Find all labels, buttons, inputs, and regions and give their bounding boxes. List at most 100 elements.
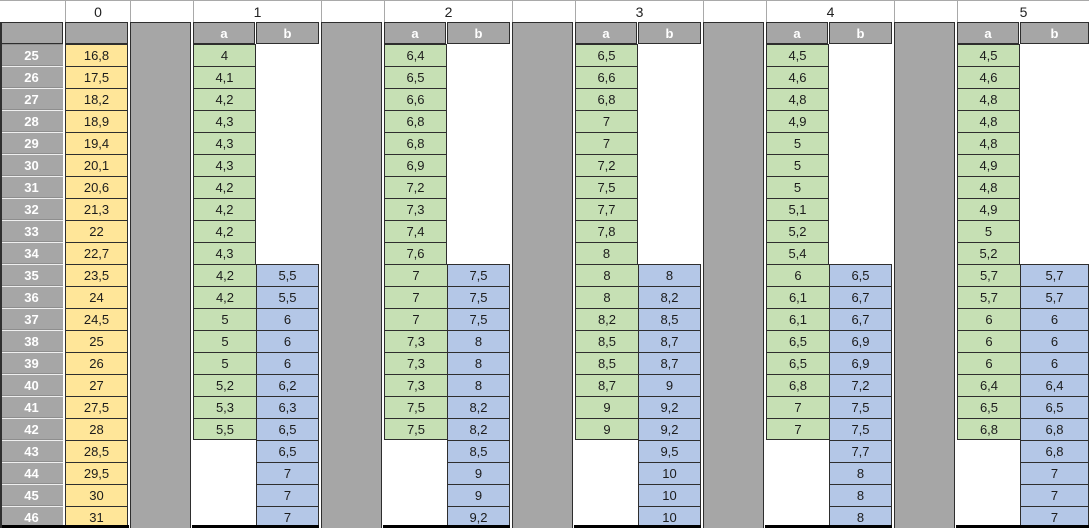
subheader-a[interactable]: a bbox=[957, 22, 1019, 44]
data-cell-a[interactable]: 6,6 bbox=[575, 66, 638, 88]
row-header-cell[interactable]: 31 bbox=[0, 176, 63, 198]
spacer-top-cell[interactable] bbox=[130, 0, 193, 22]
data-cell-a[interactable]: 5,3 bbox=[193, 396, 256, 418]
data-cell-a[interactable]: 5,7 bbox=[957, 286, 1020, 308]
data-cell-b[interactable]: 8 bbox=[829, 462, 892, 484]
data-cell-a[interactable]: 4,2 bbox=[193, 286, 256, 308]
data-cell-a[interactable]: 4,3 bbox=[193, 154, 256, 176]
col0-cell[interactable]: 18,2 bbox=[65, 88, 128, 110]
data-cell-a[interactable]: 7,2 bbox=[575, 154, 638, 176]
data-cell-b[interactable]: 9,5 bbox=[638, 440, 701, 462]
col0-cell[interactable]: 22,7 bbox=[65, 242, 128, 264]
corner-cell[interactable] bbox=[0, 0, 65, 22]
data-cell-b[interactable]: 7,7 bbox=[829, 440, 892, 462]
subheader-a[interactable]: a bbox=[384, 22, 446, 44]
data-cell-a[interactable]: 5,5 bbox=[193, 418, 256, 440]
data-cell-a[interactable]: 5 bbox=[766, 154, 829, 176]
data-cell-b[interactable]: 8,2 bbox=[638, 286, 701, 308]
col0-cell[interactable]: 28,5 bbox=[65, 440, 128, 462]
data-cell-a[interactable]: 4,8 bbox=[957, 176, 1020, 198]
data-cell-a[interactable]: 7 bbox=[766, 396, 829, 418]
subheader-a[interactable]: a bbox=[193, 22, 255, 44]
data-cell-b[interactable]: 6,5 bbox=[256, 440, 319, 462]
data-cell-a[interactable]: 6,4 bbox=[957, 374, 1020, 396]
col0-cell[interactable]: 21,3 bbox=[65, 198, 128, 220]
data-cell-a[interactable]: 6,5 bbox=[575, 44, 638, 66]
subheader-b[interactable]: b bbox=[256, 22, 319, 44]
data-cell-a[interactable]: 6,8 bbox=[766, 374, 829, 396]
col0-cell[interactable]: 27 bbox=[65, 374, 128, 396]
data-cell-b[interactable]: 6,4 bbox=[1020, 374, 1089, 396]
data-cell-b[interactable]: 6,9 bbox=[829, 330, 892, 352]
data-cell-a[interactable]: 4,2 bbox=[193, 198, 256, 220]
data-cell-a[interactable]: 6,8 bbox=[957, 418, 1020, 440]
data-cell-a[interactable]: 4,9 bbox=[957, 198, 1020, 220]
data-cell-b[interactable]: 8 bbox=[447, 330, 510, 352]
data-cell-a[interactable]: 4,8 bbox=[766, 88, 829, 110]
data-cell-a[interactable]: 4,5 bbox=[957, 44, 1020, 66]
spacer-column[interactable] bbox=[321, 22, 382, 528]
data-cell-a[interactable]: 4,5 bbox=[766, 44, 829, 66]
data-cell-a[interactable]: 7,2 bbox=[384, 176, 447, 198]
data-cell-b[interactable]: 5,7 bbox=[1020, 286, 1089, 308]
data-cell-b[interactable]: 9 bbox=[447, 462, 510, 484]
group-5-label[interactable]: 5 bbox=[957, 0, 1089, 22]
data-cell-a[interactable]: 6 bbox=[957, 308, 1020, 330]
data-cell-b[interactable]: 7,5 bbox=[829, 418, 892, 440]
spacer-top-cell[interactable] bbox=[512, 0, 575, 22]
data-cell-a[interactable]: 6,5 bbox=[957, 396, 1020, 418]
data-cell-a[interactable]: 8 bbox=[575, 242, 638, 264]
data-cell-b[interactable]: 8 bbox=[829, 484, 892, 506]
col0-cell[interactable]: 24,5 bbox=[65, 308, 128, 330]
data-cell-a[interactable]: 7,7 bbox=[575, 198, 638, 220]
data-cell-a[interactable]: 6,4 bbox=[384, 44, 447, 66]
row-header-cell[interactable]: 26 bbox=[0, 66, 63, 88]
data-cell-a[interactable]: 5,2 bbox=[957, 242, 1020, 264]
data-cell-b[interactable]: 8,5 bbox=[447, 440, 510, 462]
data-cell-a[interactable]: 7 bbox=[766, 418, 829, 440]
data-cell-a[interactable]: 6 bbox=[766, 264, 829, 286]
data-cell-a[interactable]: 6,1 bbox=[766, 308, 829, 330]
data-cell-b[interactable]: 6 bbox=[1020, 308, 1089, 330]
data-cell-a[interactable]: 4,8 bbox=[957, 132, 1020, 154]
data-cell-b[interactable]: 6,7 bbox=[829, 308, 892, 330]
data-cell-b[interactable]: 6,5 bbox=[829, 264, 892, 286]
data-cell-a[interactable]: 6,6 bbox=[384, 88, 447, 110]
data-cell-a[interactable]: 5 bbox=[193, 352, 256, 374]
data-cell-b[interactable]: 7 bbox=[1020, 462, 1089, 484]
data-cell-a[interactable]: 7,3 bbox=[384, 198, 447, 220]
data-cell-a[interactable]: 5 bbox=[193, 308, 256, 330]
col0-cell[interactable]: 29,5 bbox=[65, 462, 128, 484]
group-4-label[interactable]: 4 bbox=[766, 0, 894, 22]
data-cell-a[interactable]: 7 bbox=[575, 110, 638, 132]
data-cell-b[interactable]: 6,8 bbox=[1020, 440, 1089, 462]
data-cell-b[interactable]: 7,5 bbox=[447, 264, 510, 286]
row-header-cell[interactable]: 32 bbox=[0, 198, 63, 220]
row-header-cell[interactable]: 25 bbox=[0, 44, 63, 66]
data-cell-a[interactable]: 7,5 bbox=[384, 396, 447, 418]
data-cell-b[interactable]: 6,2 bbox=[256, 374, 319, 396]
row-header-cell[interactable]: 33 bbox=[0, 220, 63, 242]
data-cell-a[interactable]: 9 bbox=[575, 396, 638, 418]
data-cell-a[interactable]: 4,3 bbox=[193, 242, 256, 264]
data-cell-a[interactable]: 7,5 bbox=[384, 418, 447, 440]
col0-cell[interactable]: 19,4 bbox=[65, 132, 128, 154]
data-cell-b[interactable]: 8 bbox=[447, 374, 510, 396]
data-cell-a[interactable]: 7 bbox=[384, 286, 447, 308]
data-cell-b[interactable]: 8 bbox=[638, 264, 701, 286]
data-cell-b[interactable]: 9,2 bbox=[447, 506, 510, 528]
column-0-label[interactable]: 0 bbox=[65, 0, 130, 22]
data-cell-b[interactable]: 6 bbox=[256, 352, 319, 374]
spacer-top-cell[interactable] bbox=[894, 0, 957, 22]
col0-cell[interactable]: 17,5 bbox=[65, 66, 128, 88]
data-cell-a[interactable]: 4,6 bbox=[957, 66, 1020, 88]
data-cell-a[interactable]: 5,2 bbox=[766, 220, 829, 242]
col0-cell[interactable]: 20,6 bbox=[65, 176, 128, 198]
data-cell-a[interactable]: 6 bbox=[957, 330, 1020, 352]
row-header-cell[interactable]: 36 bbox=[0, 286, 63, 308]
group-3-label[interactable]: 3 bbox=[575, 0, 703, 22]
data-cell-a[interactable]: 7,6 bbox=[384, 242, 447, 264]
data-cell-a[interactable]: 4,2 bbox=[193, 88, 256, 110]
spacer-column[interactable] bbox=[703, 22, 764, 528]
col0-cell[interactable]: 26 bbox=[65, 352, 128, 374]
